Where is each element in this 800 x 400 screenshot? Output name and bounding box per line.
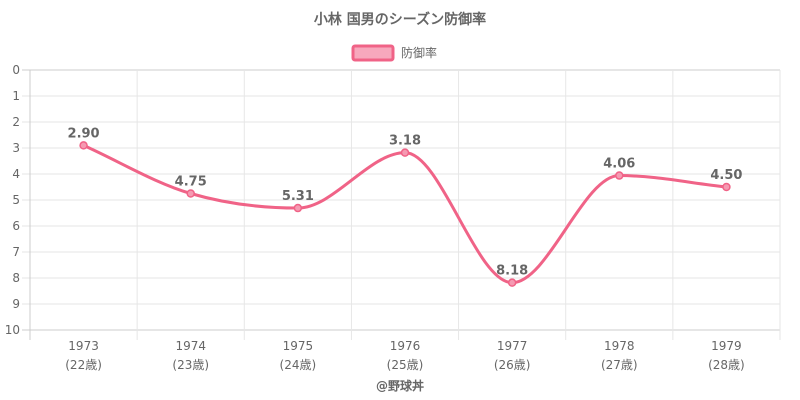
y-tick-label: 0	[12, 63, 20, 77]
data-point-1973[interactable]	[79, 141, 88, 150]
chart-title: 小林 国男のシーズン防御率	[314, 11, 486, 28]
x-tick-label-age: (23歳)	[172, 358, 209, 372]
data-point-1977[interactable]	[507, 278, 517, 287]
x-tick-label-year: 1975	[283, 339, 314, 353]
data-points	[79, 141, 731, 287]
x-tick-label-year: 1977	[497, 339, 528, 353]
y-tick-label: 3	[12, 141, 20, 155]
y-tick-label: 6	[12, 219, 20, 233]
data-point-1979[interactable]	[722, 182, 731, 192]
data-label-1977: 8.18	[496, 264, 528, 279]
y-tick-label: 10	[5, 323, 20, 337]
legend-label[interactable]: 防御率	[401, 45, 437, 60]
x-tick-label-age: (27歳)	[601, 358, 638, 372]
data-label-1979: 4.50	[710, 168, 742, 183]
x-axis: 1973 (22歳) 1974 (23歳) 1975 (24歳) 1976 (25歳) 1977…	[65, 339, 744, 372]
data-point-1978[interactable]	[615, 171, 624, 180]
y-tick-label: 8	[12, 271, 20, 285]
y-tick-label: 9	[12, 297, 20, 311]
footer-credit: @野球丼	[376, 378, 424, 393]
y-tick-label: 7	[12, 245, 20, 259]
x-tick-label-year: 1978	[604, 339, 635, 353]
x-tick-label-age: (22歳)	[65, 358, 102, 372]
x-tick-label-age: (26歳)	[494, 358, 531, 372]
data-label-1974: 4.75	[175, 175, 207, 190]
x-tick-label-year: 1976	[390, 339, 421, 353]
legend[interactable]: 防御率	[351, 44, 437, 62]
y-tick-label: 4	[12, 167, 20, 181]
y-axis: 0 1 2 3 4 5 6 7 8 9 10	[5, 63, 20, 337]
x-tick-label-year: 1979	[711, 339, 742, 353]
x-tick-label-age: (24歳)	[280, 358, 317, 372]
x-tick-label-year: 1973	[68, 339, 99, 353]
grid	[22, 69, 781, 340]
x-tick-label-age: (25歳)	[387, 358, 424, 372]
x-tick-label-year: 1974	[175, 339, 206, 353]
data-point-1975[interactable]	[293, 203, 303, 213]
y-tick-label: 2	[12, 115, 20, 129]
y-tick-label: 1	[12, 89, 20, 103]
data-label-1975: 5.31	[282, 189, 314, 204]
data-point-1976[interactable]	[400, 148, 410, 157]
data-label-1978: 4.06	[603, 157, 635, 172]
data-label-1973: 2.90	[68, 126, 100, 141]
x-tick-label-age: (28歳)	[708, 358, 745, 372]
data-point-1974[interactable]	[186, 189, 195, 198]
data-label-1976: 3.18	[389, 134, 421, 149]
legend-swatch[interactable]	[351, 44, 395, 62]
y-tick-label: 5	[12, 193, 20, 207]
data-labels: 2.90 4.75 5.31 3.18 8.18 4.06 4.50	[68, 126, 743, 278]
